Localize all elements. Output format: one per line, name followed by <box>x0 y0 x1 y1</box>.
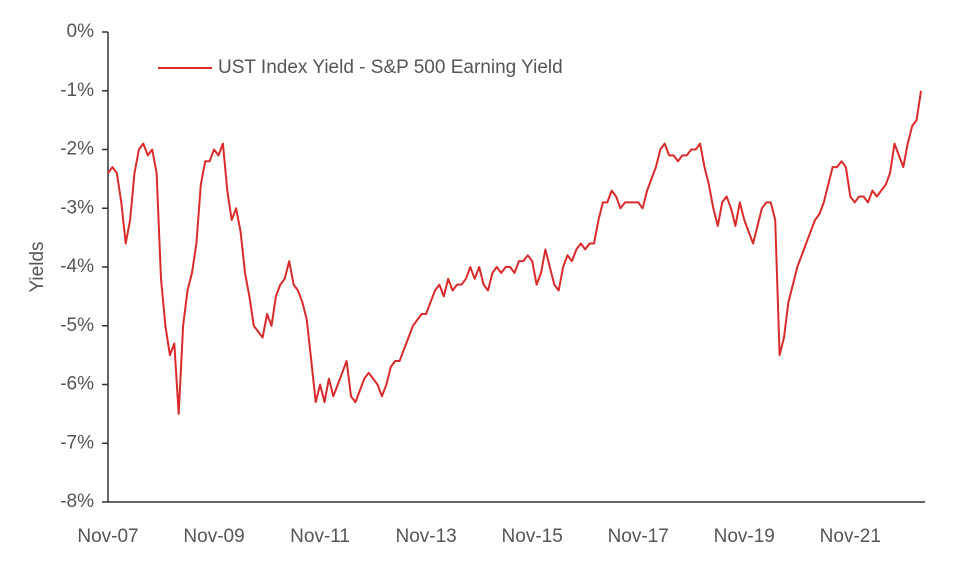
x-tick-label: Nov-17 <box>608 526 669 547</box>
y-tick-label: -5% <box>60 315 94 336</box>
x-tick-label: Nov-09 <box>183 526 244 547</box>
x-tick-label: Nov-21 <box>820 526 881 547</box>
x-tick-label: Nov-19 <box>714 526 775 547</box>
x-tick-label: Nov-15 <box>502 526 563 547</box>
y-tick-label: -8% <box>60 491 94 512</box>
y-tick-label: 0% <box>67 21 95 42</box>
y-tick-label: -7% <box>60 432 94 453</box>
y-tick-label: -2% <box>60 139 94 160</box>
y-tick-label: -4% <box>60 256 94 277</box>
y-axis-label: Yields <box>27 241 48 292</box>
x-tick-label: Nov-07 <box>77 526 138 547</box>
y-tick-label: -6% <box>60 374 94 395</box>
y-tick-label: -1% <box>60 80 94 101</box>
legend-label: UST Index Yield - S&P 500 Earning Yield <box>218 57 563 78</box>
y-tick-label: -3% <box>60 197 94 218</box>
x-tick-label: Nov-11 <box>290 526 350 547</box>
line-series <box>107 90 922 415</box>
x-tick-label: Nov-13 <box>396 526 457 547</box>
